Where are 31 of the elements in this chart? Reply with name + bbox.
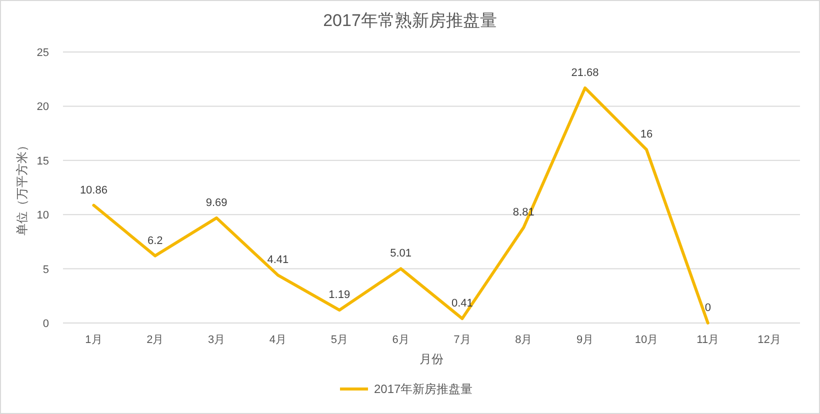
y-tick-label: 10 <box>36 210 49 222</box>
y-tick-label: 0 <box>42 318 49 330</box>
x-tick-label: 5月 <box>330 334 348 346</box>
x-axis-title: 月份 <box>420 352 444 366</box>
x-tick-label: 11月 <box>696 334 720 346</box>
x-tick-label: 10月 <box>634 334 658 346</box>
x-tick-label: 2月 <box>146 334 164 346</box>
y-tick-label: 15 <box>36 155 49 168</box>
y-tick-label: 20 <box>36 101 49 114</box>
data-label: 9.69 <box>206 196 228 209</box>
x-tick-label: 1月 <box>85 334 102 346</box>
x-tick-label: 6月 <box>392 334 410 346</box>
data-label: 16 <box>640 128 653 141</box>
x-tick-label: 8月 <box>515 334 532 346</box>
x-tick-label: 7月 <box>454 334 471 346</box>
data-label: 0 <box>704 302 711 314</box>
data-label: 1.19 <box>328 289 350 302</box>
data-label: 6.2 <box>147 234 163 247</box>
y-axis-title: 单位（万平方米） <box>15 140 29 236</box>
x-tick-label: 4月 <box>269 334 287 346</box>
data-label: 21.68 <box>571 66 599 79</box>
x-tick-label: 9月 <box>576 334 594 346</box>
data-label: 10.86 <box>80 184 108 196</box>
data-label: 5.01 <box>390 248 412 260</box>
legend-label: 2017年新房推盘量 <box>374 382 473 396</box>
x-tick-label: 3月 <box>208 334 226 346</box>
y-tick-label: 25 <box>36 47 49 59</box>
data-label: 4.41 <box>267 254 289 266</box>
y-tick-label: 5 <box>42 264 49 276</box>
chart-title: 2017年常熟新房推盘量 <box>323 11 497 30</box>
x-tick-label: 12月 <box>758 334 781 346</box>
